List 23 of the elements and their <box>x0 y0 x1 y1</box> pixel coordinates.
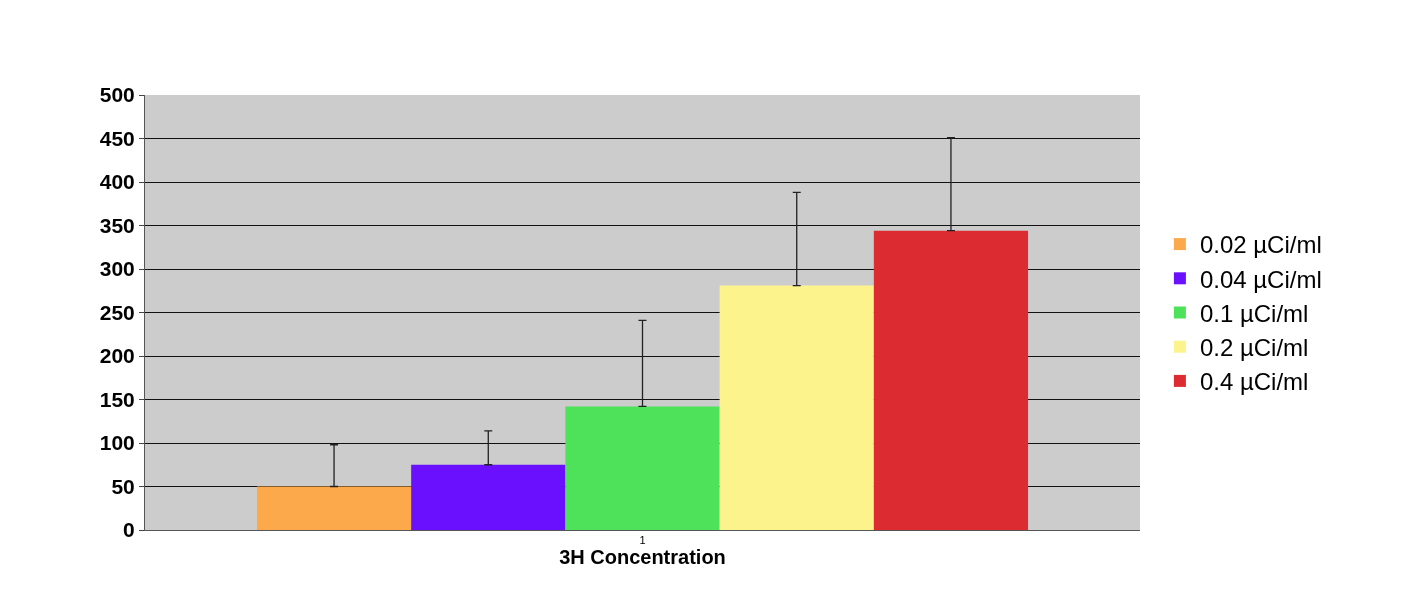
legend-label: 0.1 µCi/ml <box>1199 299 1309 327</box>
legend-label: 0.2 µCi/ml <box>1199 334 1309 362</box>
y-tick-label: 200 <box>99 344 135 368</box>
y-tick-label: 350 <box>99 213 135 237</box>
x-tick-label: 1 <box>639 534 646 547</box>
x-axis-title: 3H Concentration <box>559 546 726 569</box>
bar <box>411 464 566 530</box>
y-tick-label: 300 <box>99 257 135 281</box>
bar <box>565 406 720 530</box>
y-tick-label: 250 <box>99 300 135 324</box>
bar <box>873 230 1029 530</box>
y-tick-label: 450 <box>99 126 135 150</box>
bar <box>256 486 412 530</box>
legend-label: 0.04 µCi/ml <box>1199 265 1322 293</box>
y-tick-label: 50 <box>111 474 135 498</box>
legend-label: 0.4 µCi/ml <box>1199 368 1309 396</box>
y-tick-label: 400 <box>99 170 135 194</box>
y-tick-label: 500 <box>99 83 135 107</box>
y-tick-label: 0 <box>123 518 135 542</box>
legend-label: 0.02 µCi/ml <box>1199 231 1322 259</box>
bar <box>719 285 874 530</box>
y-tick-label: 150 <box>99 387 135 411</box>
y-tick-label: 100 <box>99 431 135 455</box>
